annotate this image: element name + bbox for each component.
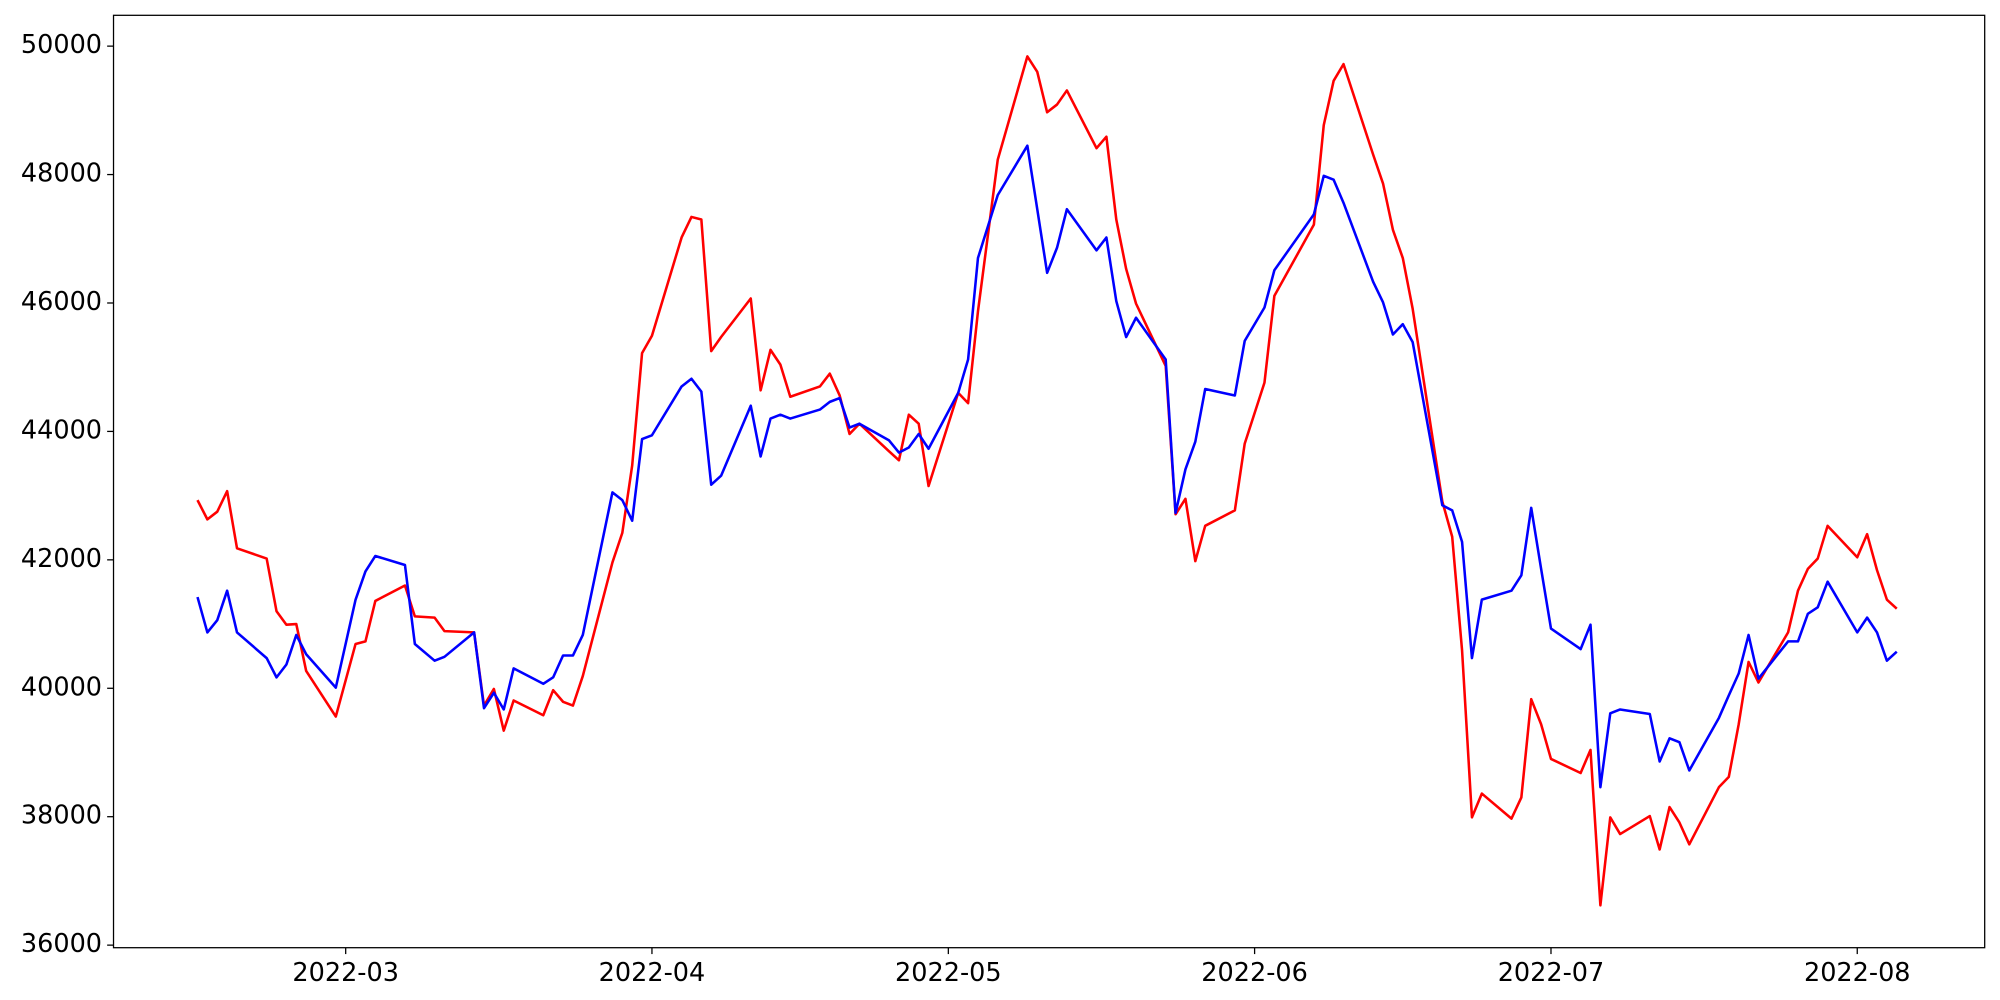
y-tick-label: 50000	[21, 30, 102, 60]
series-line	[196, 55, 1898, 907]
x-tick-label: 2022-05	[895, 958, 1002, 988]
series-line	[196, 144, 1898, 789]
y-tick-label: 46000	[21, 287, 102, 317]
plot-frame	[112, 14, 1986, 949]
x-tick-label: 2022-08	[1804, 958, 1911, 988]
y-tick-label: 38000	[21, 801, 102, 831]
y-tick-label: 42000	[21, 544, 102, 574]
x-tick-label: 2022-03	[292, 958, 399, 988]
y-tick-label: 44000	[21, 415, 102, 445]
y-tick-label: 36000	[21, 929, 102, 959]
y-tick-label: 40000	[21, 672, 102, 702]
x-tick-label: 2022-04	[599, 958, 706, 988]
y-tick-label: 48000	[21, 159, 102, 189]
x-tick-label: 2022-07	[1498, 958, 1605, 988]
x-tick-label: 2022-06	[1201, 958, 1308, 988]
